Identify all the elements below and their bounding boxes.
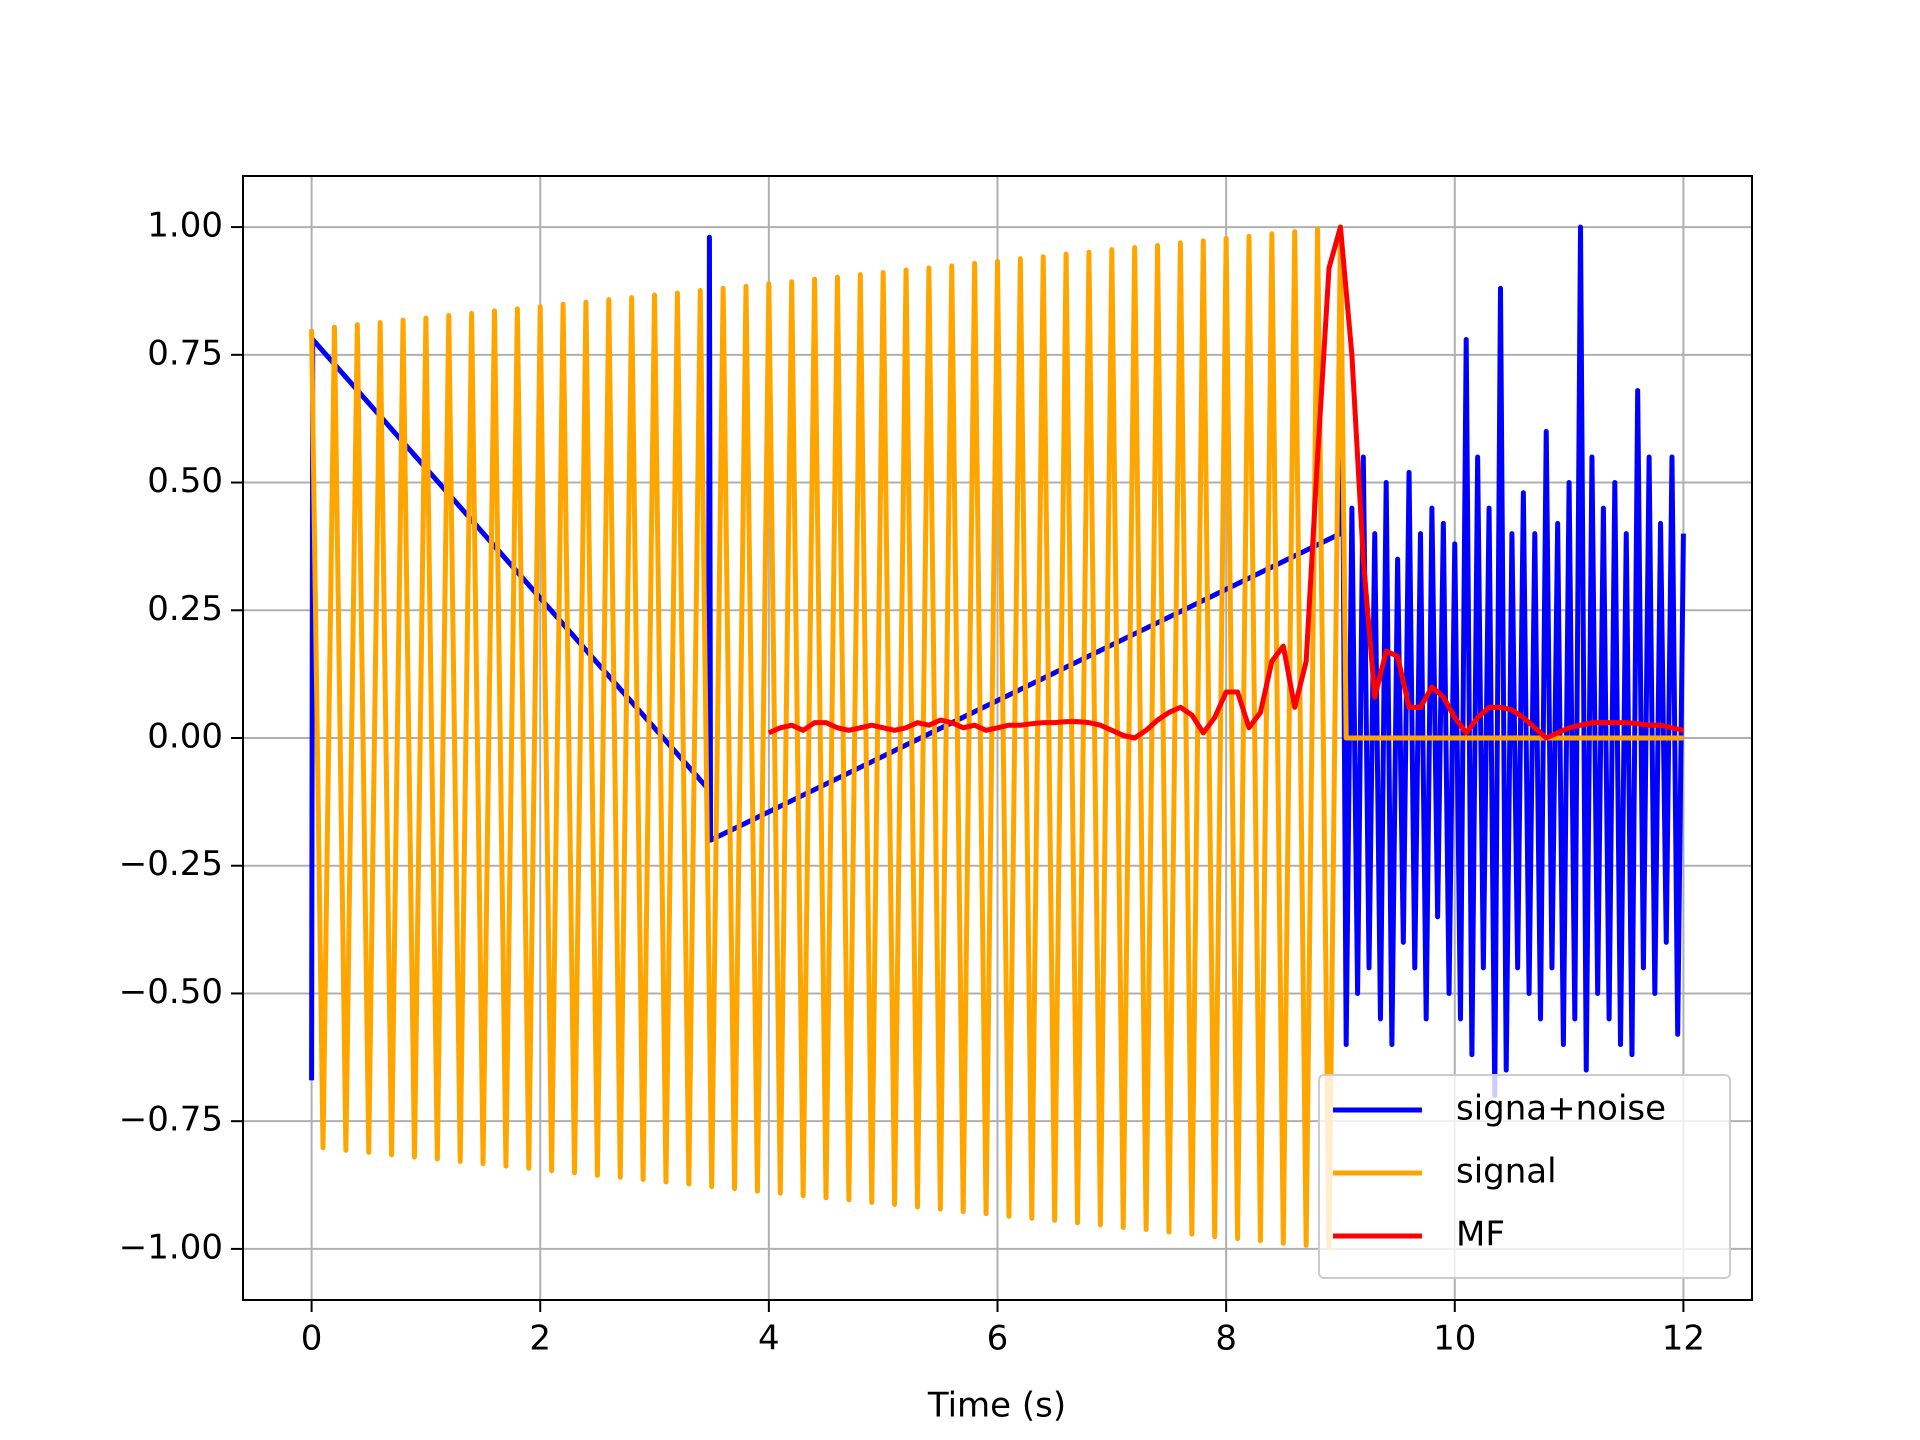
- x-tick-label: 12: [1662, 1319, 1705, 1359]
- y-tick-label: 0.50: [147, 461, 223, 501]
- legend-box: [1318, 1074, 1731, 1279]
- ticks: 0 2 4 6 8 10 12 −1.00 −0.75 −0.50 −0.25 0.00 0.25 0.5…: [119, 206, 1705, 1359]
- legend-label: signal: [1456, 1152, 1557, 1192]
- x-tick-label: 2: [529, 1319, 551, 1359]
- x-tick-label: 6: [987, 1319, 1009, 1359]
- y-tick-label: −0.50: [119, 972, 223, 1012]
- y-tick-label: −0.75: [119, 1100, 223, 1140]
- y-tick-label: 1.00: [147, 206, 223, 246]
- x-tick-label: 0: [301, 1319, 323, 1359]
- legend: signa+noise signal MF: [1318, 1074, 1731, 1279]
- y-tick-label: −0.25: [119, 844, 223, 884]
- x-tick-label: 4: [758, 1319, 780, 1359]
- x-tick-label: 8: [1215, 1319, 1237, 1359]
- x-tick-label: 10: [1433, 1319, 1476, 1359]
- legend-label: MF: [1456, 1215, 1505, 1255]
- y-tick-label: 0.25: [147, 589, 223, 629]
- y-tick-label: 0.00: [147, 717, 223, 757]
- y-tick-label: −1.00: [119, 1227, 223, 1267]
- x-axis-label: Time (s): [927, 1386, 1066, 1426]
- line-series: [309, 224, 1684, 1251]
- line-series: [767, 224, 1684, 741]
- y-tick-label: 0.75: [147, 333, 223, 373]
- legend-label: signa+noise: [1456, 1089, 1666, 1129]
